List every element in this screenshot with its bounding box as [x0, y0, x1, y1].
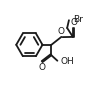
- Text: Br: Br: [73, 15, 83, 24]
- Text: O: O: [58, 27, 65, 36]
- Text: OH: OH: [61, 57, 75, 66]
- Text: O: O: [38, 63, 45, 72]
- Text: O: O: [70, 18, 77, 27]
